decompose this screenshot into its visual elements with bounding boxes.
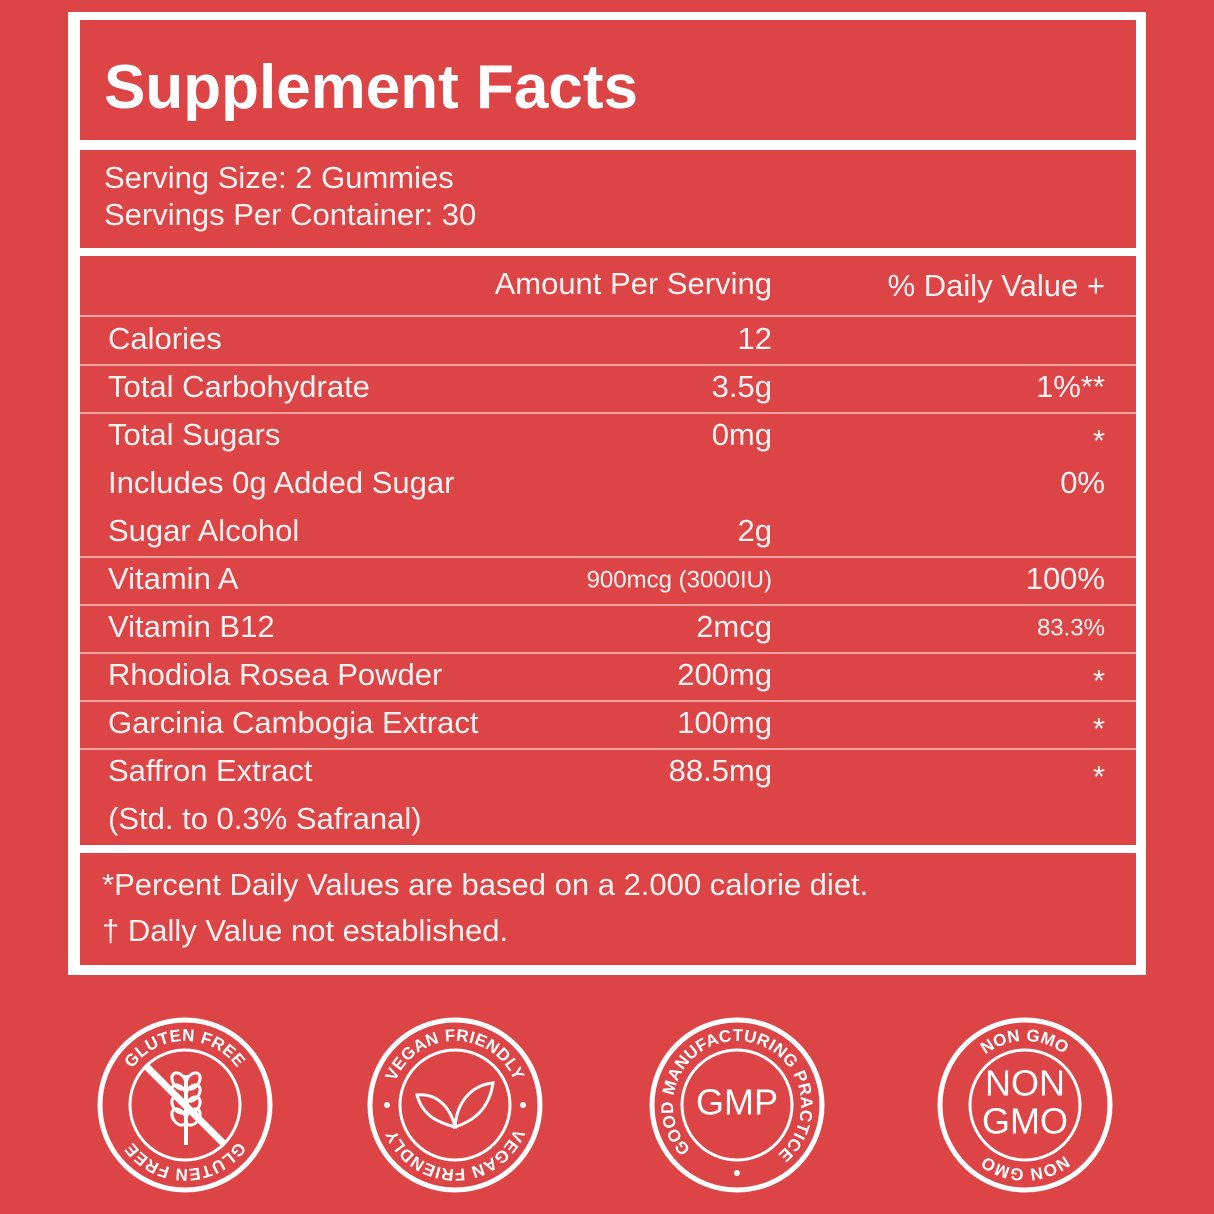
column-header: Amount Per Serving (495, 266, 772, 301)
footnote: † Dally Value not established. (102, 913, 508, 948)
badge-center-text: NON (985, 1063, 1065, 1104)
badge-inner-ring (968, 1048, 1082, 1162)
title-box (80, 20, 1136, 140)
leaf-icon (453, 1081, 495, 1130)
daily-value: 1%** (1036, 369, 1105, 404)
amount: 2mcg (696, 609, 772, 644)
amount: 0mg (712, 417, 772, 452)
badge-outer-ring (367, 1017, 543, 1193)
amount: 2g (738, 513, 772, 548)
badge-center-text: GMO (982, 1101, 1068, 1142)
column-header: % Daily Value + (888, 268, 1105, 303)
table-box (80, 256, 1136, 845)
daily-value: 83.3% (1037, 614, 1105, 641)
daily-value: 0% (1060, 465, 1105, 500)
footnote-box (80, 853, 1136, 965)
ring-dot (520, 1102, 526, 1108)
daily-value: 100% (1026, 561, 1105, 596)
nutrient-name: Total Sugars (108, 417, 280, 452)
badge-inner-ring (398, 1048, 512, 1162)
nutrient-name: Saffron Extract (108, 753, 313, 788)
daily-value: * (1093, 663, 1105, 698)
serving-box (80, 150, 1136, 248)
nutrient-name: Garcinia Cambogia Extract (108, 705, 479, 740)
badge-outer-ring (97, 1017, 273, 1193)
title: Supplement Facts (104, 53, 638, 122)
nutrient-name: Vitamin A (108, 561, 239, 596)
amount: 900mcg (3000IU) (587, 566, 772, 593)
daily-value: * (1093, 423, 1105, 458)
nutrient-name: Rhodiola Rosea Powder (108, 657, 442, 692)
badge-outer-ring (937, 1017, 1113, 1193)
leaf-icon (415, 1093, 458, 1130)
nutrient-name: Total Carbohydrate (108, 369, 370, 404)
strike-line (142, 1062, 228, 1148)
badge-center-text: GMP (696, 1082, 778, 1123)
nutrient-name: Calories (108, 321, 222, 356)
servings-per-container: Servings Per Container: 30 (104, 197, 476, 232)
nutrient-name: Includes 0g Added Sugar (108, 465, 454, 500)
amount: 88.5mg (669, 753, 772, 788)
serving-size: Serving Size: 2 Gummies (104, 160, 454, 195)
daily-value: * (1093, 711, 1105, 746)
daily-value: * (1093, 759, 1105, 794)
ring-dot (734, 1170, 740, 1176)
nutrient-name: Sugar Alcohol (108, 513, 299, 548)
footnote: *Percent Daily Values are based on a 2.0… (102, 867, 868, 902)
badge-inner-ring (680, 1048, 794, 1162)
table-rows: Calories 12 Total Carbohydrate 3.5g 1%** Tota… (80, 315, 1136, 836)
ring-dot (384, 1102, 390, 1108)
nutrient-name: Vitamin B12 (108, 609, 275, 644)
amount: 200mg (677, 657, 772, 692)
badge-outer-ring (649, 1017, 825, 1193)
amount: 12 (738, 321, 772, 356)
amount: 3.5g (712, 369, 772, 404)
badge-inner-ring (128, 1048, 242, 1162)
amount: 100mg (677, 705, 772, 740)
nutrient-note: (Std. to 0.3% Safranal) (108, 801, 422, 836)
